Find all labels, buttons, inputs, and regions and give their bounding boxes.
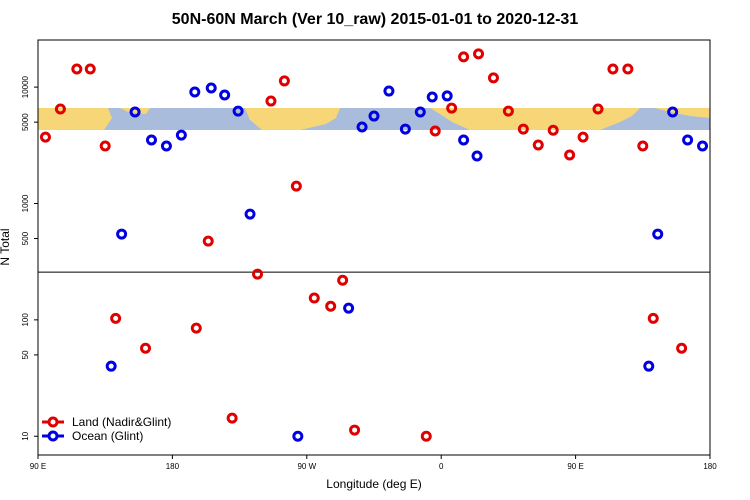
point xyxy=(368,110,380,122)
point xyxy=(325,300,337,312)
point xyxy=(607,63,619,75)
point xyxy=(517,123,529,135)
point xyxy=(383,85,395,97)
point xyxy=(145,134,157,146)
point xyxy=(682,134,694,146)
point xyxy=(622,63,634,75)
point xyxy=(441,90,453,102)
legend-label: Land (Nadir&Glint) xyxy=(72,415,171,429)
point xyxy=(502,105,514,117)
point xyxy=(667,106,679,118)
point xyxy=(458,134,470,146)
point xyxy=(39,131,51,143)
y-tick-label: 10 xyxy=(21,431,30,440)
x-tick-label: 90 W xyxy=(297,462,316,471)
point xyxy=(54,103,66,115)
point xyxy=(577,131,589,143)
point xyxy=(637,140,649,152)
point xyxy=(697,140,709,152)
point xyxy=(232,105,244,117)
point xyxy=(278,75,290,87)
point xyxy=(426,91,438,103)
point xyxy=(652,228,664,240)
point xyxy=(110,312,122,324)
point xyxy=(564,149,576,161)
point xyxy=(308,292,320,304)
x-tick-label: 180 xyxy=(166,462,180,471)
x-tick-label: 90 E xyxy=(567,462,583,471)
y-axis-label: N Total xyxy=(0,228,12,265)
point xyxy=(140,342,152,354)
point xyxy=(219,89,231,101)
x-tick-label: 0 xyxy=(439,462,444,471)
point xyxy=(647,312,659,324)
point xyxy=(205,82,217,94)
point xyxy=(265,95,277,107)
legend-label: Ocean (Glint) xyxy=(72,429,143,443)
point xyxy=(337,274,349,286)
point xyxy=(116,228,128,240)
point xyxy=(160,140,172,152)
x-tick-label: 90 E xyxy=(30,462,46,471)
point xyxy=(129,106,141,118)
y-tick-label: 50 xyxy=(21,350,30,359)
point xyxy=(487,72,499,84)
point xyxy=(349,424,361,436)
point xyxy=(190,322,202,334)
point xyxy=(189,86,201,98)
point xyxy=(202,235,214,247)
y-tick-label: 100 xyxy=(21,313,30,327)
point xyxy=(420,430,432,442)
point xyxy=(458,51,470,63)
point xyxy=(414,106,426,118)
plot-frame xyxy=(37,39,711,456)
point xyxy=(244,208,256,220)
point xyxy=(356,121,368,133)
y-tick-label: 500 xyxy=(21,231,30,245)
point xyxy=(676,342,688,354)
point xyxy=(99,140,111,152)
x-tick-label: 180 xyxy=(703,462,717,471)
point xyxy=(592,103,604,115)
legend-marker xyxy=(47,416,59,428)
point xyxy=(343,302,355,314)
point xyxy=(547,124,559,136)
point xyxy=(84,63,96,75)
point xyxy=(643,360,655,372)
y-tick-label: 1000 xyxy=(21,194,30,212)
point xyxy=(175,129,187,141)
point xyxy=(290,180,302,192)
point xyxy=(252,268,264,280)
y-tick-label: 10000 xyxy=(21,75,30,98)
point xyxy=(532,139,544,151)
chart-title: 50N-60N March (Ver 10_raw) 2015-01-01 to… xyxy=(172,11,579,28)
point xyxy=(226,412,238,424)
point xyxy=(105,360,117,372)
x-axis-label: Longitude (deg E) xyxy=(326,477,421,491)
y-tick-label: 5000 xyxy=(21,113,30,131)
legend-marker xyxy=(47,430,59,442)
point xyxy=(473,48,485,60)
point xyxy=(429,125,441,137)
point xyxy=(292,430,304,442)
point xyxy=(399,123,411,135)
point xyxy=(446,102,458,114)
point xyxy=(471,150,483,162)
point xyxy=(71,63,83,75)
